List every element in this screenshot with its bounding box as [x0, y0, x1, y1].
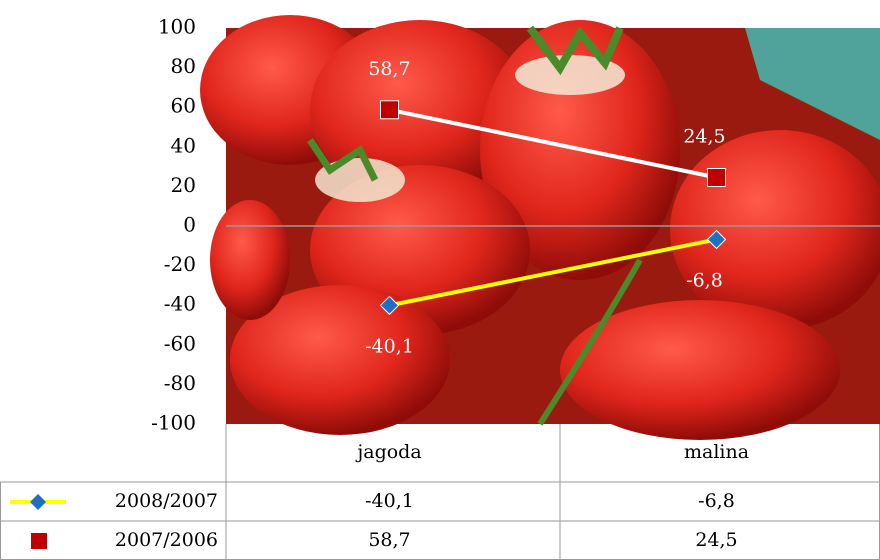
y-tick-label: 60: [171, 94, 196, 118]
table-value: 24,5: [695, 529, 737, 551]
marker: [380, 100, 399, 120]
legend-marker: [31, 533, 47, 549]
marker: [706, 229, 727, 250]
table-category: malina: [684, 441, 749, 463]
table-value: 58,7: [368, 529, 410, 551]
legend-label: 2008/2007: [115, 490, 218, 512]
data-label: -40,1: [365, 335, 414, 357]
table-category: jagoda: [355, 441, 421, 463]
plot-background: [200, 15, 880, 440]
marker: [379, 295, 400, 316]
data-label: 24,5: [683, 125, 725, 147]
legend-label: 2007/2006: [115, 529, 218, 551]
data-label: 58,7: [368, 58, 410, 80]
table-value: -40,1: [365, 490, 414, 512]
y-tick-label: -40: [164, 292, 196, 316]
marker: [707, 167, 726, 187]
y-tick-label: 20: [171, 173, 196, 197]
y-tick-label: -60: [164, 331, 196, 355]
data-label: -6,8: [686, 269, 723, 291]
series-line: [389, 107, 717, 180]
y-tick-label: 80: [171, 54, 196, 78]
legend-marker: [30, 494, 46, 510]
y-tick-label: 0: [183, 213, 196, 237]
y-tick-label: -100: [151, 411, 196, 435]
y-tick-label: 100: [158, 15, 196, 39]
table-value: -6,8: [698, 490, 735, 512]
series-line: [389, 237, 717, 308]
y-tick-label: -20: [164, 252, 196, 276]
y-tick-label: -80: [164, 371, 196, 395]
y-tick-label: 40: [171, 133, 196, 157]
